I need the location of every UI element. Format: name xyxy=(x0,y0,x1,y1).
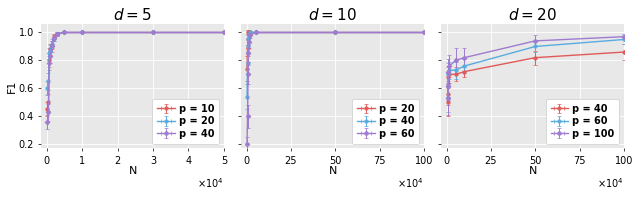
Title: $d = 5$: $d = 5$ xyxy=(113,7,152,23)
Title: $d = 20$: $d = 20$ xyxy=(508,7,557,23)
Text: $\times10^4$: $\times10^4$ xyxy=(397,176,424,190)
Legend: p = 40, p = 60, p = 100: p = 40, p = 60, p = 100 xyxy=(546,99,619,144)
Text: $\times10^4$: $\times10^4$ xyxy=(197,176,224,190)
X-axis label: N: N xyxy=(328,166,337,176)
X-axis label: N: N xyxy=(529,166,537,176)
X-axis label: N: N xyxy=(129,166,137,176)
Legend: p = 10, p = 20, p = 40: p = 10, p = 20, p = 40 xyxy=(152,99,219,144)
Legend: p = 20, p = 40, p = 60: p = 20, p = 40, p = 60 xyxy=(353,99,419,144)
Y-axis label: F1: F1 xyxy=(7,80,17,93)
Text: $\times10^4$: $\times10^4$ xyxy=(597,176,624,190)
Title: $d = 10$: $d = 10$ xyxy=(308,7,357,23)
